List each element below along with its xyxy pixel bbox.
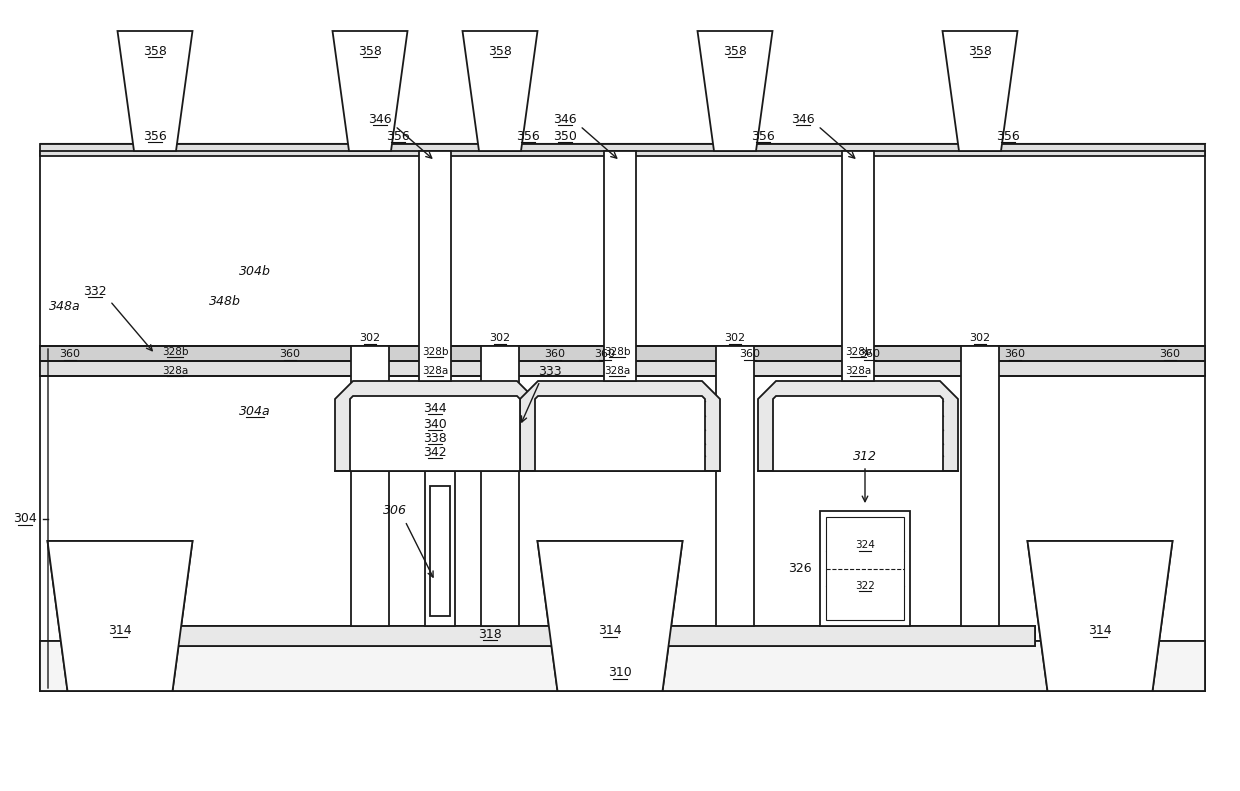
Text: 358: 358 bbox=[489, 44, 512, 58]
Text: 304: 304 bbox=[14, 513, 37, 525]
Bar bbox=[40, 346, 1205, 361]
Polygon shape bbox=[47, 541, 192, 691]
Text: 314: 314 bbox=[598, 625, 621, 638]
Text: 356: 356 bbox=[996, 130, 1019, 142]
Bar bbox=[40, 151, 1205, 346]
Polygon shape bbox=[520, 381, 720, 471]
Text: 302: 302 bbox=[970, 333, 991, 343]
Polygon shape bbox=[773, 396, 942, 471]
Text: 306: 306 bbox=[383, 505, 407, 517]
Text: 333: 333 bbox=[538, 365, 562, 377]
Polygon shape bbox=[534, 396, 706, 471]
Polygon shape bbox=[335, 381, 534, 471]
Bar bbox=[604, 151, 636, 381]
Text: 312: 312 bbox=[853, 449, 877, 463]
Text: 360: 360 bbox=[594, 349, 615, 359]
Text: 326: 326 bbox=[789, 562, 812, 575]
Text: 346: 346 bbox=[553, 112, 577, 126]
Bar bbox=[175, 626, 1035, 646]
Bar bbox=[419, 151, 451, 381]
Polygon shape bbox=[463, 31, 537, 151]
Polygon shape bbox=[1028, 541, 1173, 691]
Text: 324: 324 bbox=[856, 540, 875, 551]
Text: 328b: 328b bbox=[604, 347, 630, 357]
Text: 360: 360 bbox=[1004, 349, 1025, 359]
Text: 310: 310 bbox=[608, 667, 632, 679]
Text: 338: 338 bbox=[423, 432, 446, 445]
Text: 360: 360 bbox=[1159, 349, 1180, 359]
Text: 360: 360 bbox=[60, 349, 81, 359]
Text: 304b: 304b bbox=[239, 264, 270, 278]
Bar bbox=[961, 346, 999, 626]
Bar bbox=[40, 641, 1205, 691]
Text: 328a: 328a bbox=[604, 366, 630, 376]
Text: 342: 342 bbox=[423, 445, 446, 459]
Polygon shape bbox=[332, 31, 408, 151]
Text: 358: 358 bbox=[968, 44, 992, 58]
Polygon shape bbox=[350, 396, 520, 471]
Text: 360: 360 bbox=[544, 349, 565, 359]
Text: 318: 318 bbox=[479, 627, 502, 641]
Text: 356: 356 bbox=[143, 130, 167, 142]
Text: 332: 332 bbox=[83, 285, 107, 297]
Bar bbox=[351, 346, 389, 626]
Polygon shape bbox=[118, 31, 192, 151]
Polygon shape bbox=[697, 31, 773, 151]
Text: 302: 302 bbox=[724, 333, 745, 343]
Text: 322: 322 bbox=[856, 581, 875, 591]
Bar bbox=[425, 471, 455, 626]
Text: 314: 314 bbox=[108, 625, 131, 638]
Bar bbox=[175, 626, 1035, 646]
Text: 344: 344 bbox=[423, 402, 446, 414]
Polygon shape bbox=[47, 541, 192, 691]
Polygon shape bbox=[1028, 541, 1173, 691]
Text: 328b: 328b bbox=[161, 347, 188, 357]
Bar bbox=[430, 486, 450, 616]
Text: 358: 358 bbox=[723, 44, 746, 58]
Bar bbox=[826, 517, 904, 620]
Text: 356: 356 bbox=[386, 130, 410, 142]
Bar bbox=[820, 511, 910, 626]
Text: 360: 360 bbox=[859, 349, 880, 359]
Bar bbox=[40, 144, 1205, 156]
Text: 328a: 328a bbox=[844, 366, 872, 376]
Text: 304a: 304a bbox=[239, 404, 270, 418]
Bar bbox=[40, 641, 1205, 691]
Text: 350: 350 bbox=[553, 130, 577, 142]
Text: 360: 360 bbox=[279, 349, 300, 359]
Text: 346: 346 bbox=[368, 112, 392, 126]
Text: 356: 356 bbox=[751, 130, 775, 142]
Bar bbox=[40, 346, 1205, 691]
Text: 302: 302 bbox=[490, 333, 511, 343]
Polygon shape bbox=[537, 541, 682, 691]
Text: 328a: 328a bbox=[162, 366, 188, 376]
Polygon shape bbox=[758, 381, 959, 471]
Bar bbox=[481, 346, 520, 626]
Text: 314: 314 bbox=[1089, 625, 1112, 638]
Bar bbox=[40, 361, 1205, 376]
Text: 356: 356 bbox=[516, 130, 539, 142]
Bar bbox=[842, 151, 874, 381]
Text: 360: 360 bbox=[739, 349, 760, 359]
Polygon shape bbox=[537, 541, 682, 691]
Text: 328b: 328b bbox=[844, 347, 872, 357]
Text: 346: 346 bbox=[791, 112, 815, 126]
Text: 348b: 348b bbox=[210, 294, 241, 308]
Text: 340: 340 bbox=[423, 418, 446, 430]
Text: 358: 358 bbox=[358, 44, 382, 58]
Text: 328a: 328a bbox=[422, 366, 448, 376]
Text: 328b: 328b bbox=[422, 347, 448, 357]
Bar bbox=[715, 346, 754, 626]
Text: 302: 302 bbox=[360, 333, 381, 343]
Text: 358: 358 bbox=[143, 44, 167, 58]
Polygon shape bbox=[942, 31, 1018, 151]
Text: 348a: 348a bbox=[50, 300, 81, 312]
